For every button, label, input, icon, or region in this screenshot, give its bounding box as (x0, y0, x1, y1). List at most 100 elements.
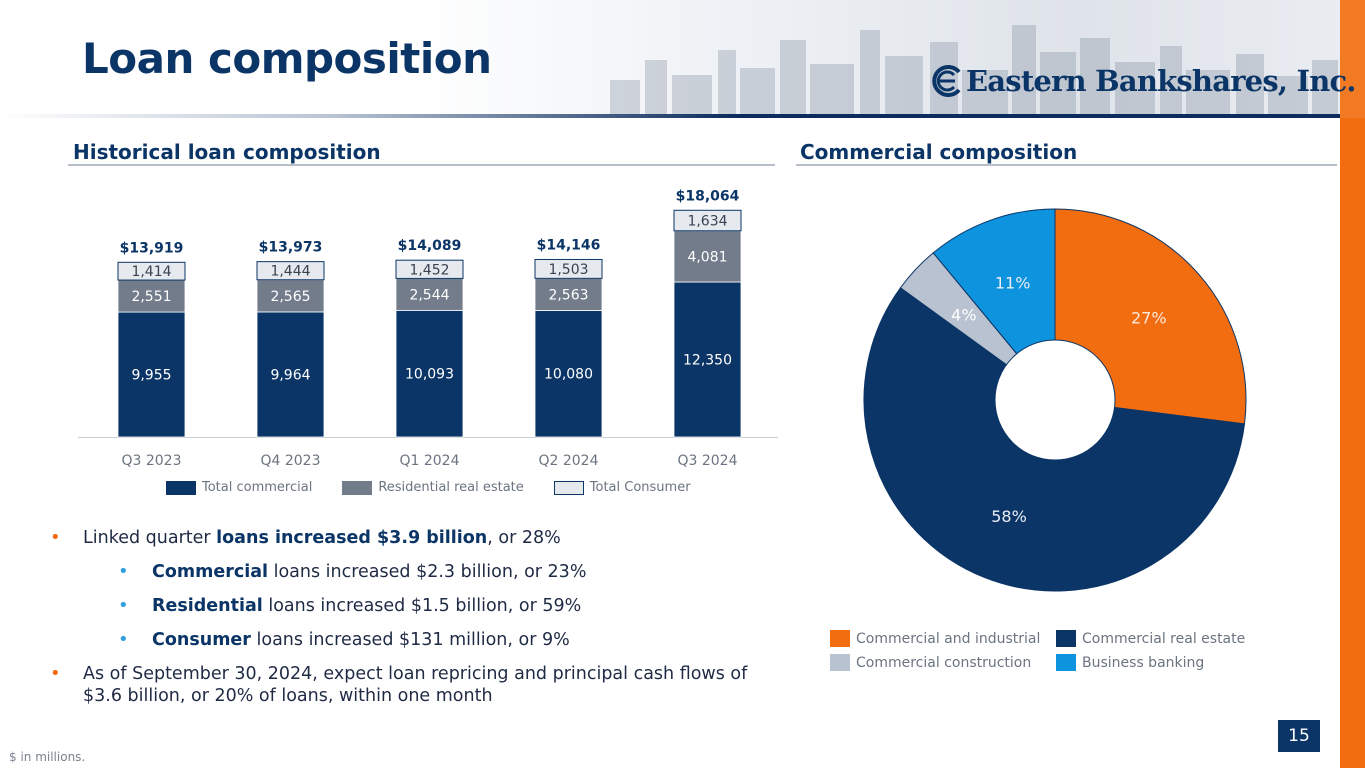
bar-segment-consumer (534, 258, 603, 279)
bar-chart-legend: Total commercial Residential real estate… (166, 480, 721, 495)
bullet-text: loans increased $2.3 billion, or 23% (268, 562, 587, 582)
x-tick-label: Q3 2024 (677, 453, 737, 469)
legend-item-commercial-construction: Commercial construction (830, 654, 1031, 671)
bullet-highlight-text: Consumer (152, 630, 251, 650)
bar-segment-commercial (534, 310, 603, 438)
historical-section-title: Historical loan composition (73, 140, 381, 164)
bullet-text: , or 28% (487, 528, 561, 548)
bullet-item: • Commercial loans increased $2.3 billion… (50, 561, 790, 583)
legend-label: Commercial construction (856, 654, 1032, 671)
bar-total-label: $13,973 (259, 240, 323, 256)
donut-value-label: 27% (1131, 308, 1167, 327)
bar-segment-residential (673, 230, 742, 283)
bullet-item: • Residential loans increased $1.5 billio… (50, 595, 790, 617)
city-skyline-image (610, 25, 1338, 114)
bullet-highlight-text: Residential (152, 596, 263, 616)
commercial-section-title: Commercial composition (800, 140, 1078, 164)
bar-total-label: $18,064 (676, 188, 740, 204)
legend-item-business-banking: Business banking (1056, 654, 1204, 671)
key-points-list: • Linked quarter loans increased $3.9 bil… (50, 527, 790, 719)
bar-value-label: 1,414 (131, 264, 171, 280)
donut-value-label: 11% (995, 273, 1031, 292)
legend-label: Commercial real estate (1082, 630, 1246, 647)
legend-swatch (1056, 630, 1076, 647)
right-accent-bar-top (1340, 0, 1365, 118)
legend-swatch (830, 630, 850, 647)
bar-value-label: 2,551 (131, 289, 171, 305)
bar-segment-commercial (673, 281, 742, 438)
bullet-dot-icon: • (118, 629, 129, 650)
bar-segment-residential (395, 278, 464, 311)
header-banner (0, 0, 1340, 118)
bar-segment-commercial (117, 311, 186, 438)
section-divider (796, 164, 1337, 166)
x-tick-label: Q3 2023 (121, 453, 181, 469)
legend-item-commercial-industrial: Commercial and industrial (830, 630, 1040, 647)
legend-item-commercial: Total commercial (166, 480, 312, 495)
header-rule (0, 114, 1340, 118)
bar-value-label: 2,565 (270, 289, 310, 305)
bar-segment-commercial (256, 311, 325, 438)
bullet-text: loans increased $131 million, or 9% (250, 630, 570, 650)
x-tick-label: Q4 2023 (260, 453, 320, 469)
bar-value-label: 9,964 (270, 367, 310, 383)
bar-value-label: 4,081 (687, 249, 727, 265)
bullet-dot-icon: • (118, 561, 129, 582)
bar-segment-residential (117, 279, 186, 313)
stacked-bar-chart: 9,955 2,551 1,414 $13,919 Q3 2023 9,964 2,565 1… (78, 188, 778, 469)
x-tick-label: Q2 2024 (538, 453, 598, 469)
bullet-text: As of September 30, 2024, expect loan re… (83, 664, 748, 706)
legend-label: Commercial and industrial (856, 630, 1041, 647)
commercial-donut-chart: 27% 58% 4% 11% (863, 208, 1247, 592)
bar-value-label: 9,955 (131, 368, 171, 384)
brand-logo: Eastern Bankshares, Inc. (930, 64, 1356, 98)
bar-total-label: $14,089 (398, 238, 462, 254)
legend-swatch (830, 654, 850, 671)
eastern-logo-icon (932, 65, 961, 97)
bullet-item: • Linked quarter loans increased $3.9 bil… (50, 527, 790, 549)
bullet-item: • Consumer loans increased $131 million, … (50, 629, 790, 651)
section-divider (68, 164, 775, 166)
bullet-item: • As of September 30, 2024, expect loan r… (50, 663, 790, 707)
bullet-highlight-text: Commercial (152, 562, 269, 582)
legend-label: Total Consumer (589, 480, 691, 495)
bullet-text: loans increased $1.5 billion, or 59% (262, 596, 582, 616)
bar-value-label: 10,080 (544, 367, 593, 383)
x-tick-label: Q1 2024 (399, 453, 459, 469)
brand-logo-text: Eastern Bankshares, Inc. (966, 64, 1356, 98)
legend-item-consumer: Total Consumer (553, 480, 691, 495)
bar-value-label: 1,452 (409, 262, 449, 278)
bullet-text: Linked quarter (83, 528, 217, 548)
legend-label: Residential real estate (378, 480, 524, 495)
legend-swatch (342, 480, 373, 495)
page-number: 15 (1278, 720, 1320, 752)
donut-hole (994, 339, 1116, 461)
bar-value-label: 10,093 (405, 367, 454, 383)
bar-value-label: 1,634 (687, 214, 727, 230)
bar-total-label: $13,919 (120, 240, 184, 256)
bar-value-label: 2,544 (409, 287, 449, 303)
donut-value-label: 4% (951, 305, 976, 324)
bar-segment-residential (256, 279, 325, 313)
bullet-dot-icon: • (118, 595, 129, 616)
bullet-dot-icon: • (50, 527, 61, 548)
bar-value-label: 2,563 (548, 287, 588, 303)
bullet-dot-icon: • (50, 663, 61, 684)
bar-segment-consumer (117, 261, 186, 281)
legend-label: Business banking (1082, 654, 1205, 671)
bar-segment-commercial (395, 309, 464, 438)
page-title: Loan composition (82, 34, 492, 83)
legend-swatch (553, 480, 584, 495)
legend-item-commercial-real-estate: Commercial real estate (1056, 630, 1245, 647)
bar-total-label: $14,146 (537, 237, 601, 253)
legend-swatch (1056, 654, 1076, 671)
legend-swatch (166, 480, 196, 495)
bar-segment-consumer (395, 259, 464, 279)
bar-value-label: 12,350 (683, 353, 732, 369)
legend-label: Total commercial (202, 480, 313, 495)
donut-value-label: 58% (991, 507, 1027, 526)
bar-value-label: 1,444 (270, 264, 310, 280)
bar-segment-consumer (256, 261, 325, 281)
legend-item-residential: Residential real estate (342, 480, 524, 495)
bar-segment-consumer (673, 209, 742, 232)
